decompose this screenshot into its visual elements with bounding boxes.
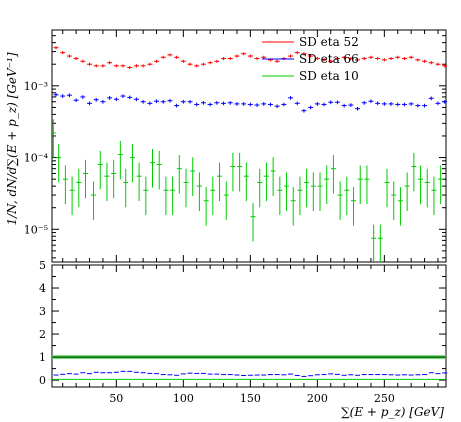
series-sd-eta-66 <box>53 92 448 113</box>
ratio-plot-frame <box>51 264 447 388</box>
y-tick-label: 10⁻⁵ <box>24 223 48 236</box>
legend-label-sd-eta-66: SD eta 66 <box>299 52 359 66</box>
ratio-panel: 50 100 150 200 250 0 1 2 3 4 5 <box>39 259 448 405</box>
y-tick-label: 10⁻³ <box>24 80 48 93</box>
x-tick-label: 100 <box>173 392 194 405</box>
ratio-y-tick-label: 0 <box>39 374 46 387</box>
ratio-y-tick-label: 3 <box>39 305 46 318</box>
ratio-x-axis-label: ∑(E + p_z) [GeV] <box>341 405 444 419</box>
x-tick-label: 200 <box>307 392 328 405</box>
x-tick-label: 50 <box>109 392 123 405</box>
x-tick-label: 150 <box>240 392 261 405</box>
x-tick-label: 250 <box>374 392 395 405</box>
ratio-y-tick-label: 4 <box>39 282 46 295</box>
main-panel: 10⁻³ 10⁻⁴ 10⁻⁵ <box>24 29 448 263</box>
y-tick-label: 10⁻⁴ <box>24 152 49 165</box>
legend-label-sd-eta-10: SD eta 10 <box>299 69 359 83</box>
ratio-y-tick-label: 2 <box>39 328 46 341</box>
ratio-y-tick-label: 1 <box>39 351 46 364</box>
legend-label-sd-eta-52: SD eta 52 <box>299 35 359 49</box>
legend: SD eta 52 SD eta 66 SD eta 10 <box>262 35 359 83</box>
series-sd-eta-10 <box>50 119 444 262</box>
ratio-y-tick-label: 5 <box>39 259 46 272</box>
main-plot-frame <box>51 29 447 263</box>
series-sd-eta-52 <box>53 46 448 70</box>
ratio-series-sd-eta-52 <box>52 355 446 360</box>
ratio-series-sd-eta-66 <box>53 370 448 377</box>
main-y-axis-label: 1/N, dN/d∑(E + p_z) [GeV⁻¹] <box>5 52 19 225</box>
